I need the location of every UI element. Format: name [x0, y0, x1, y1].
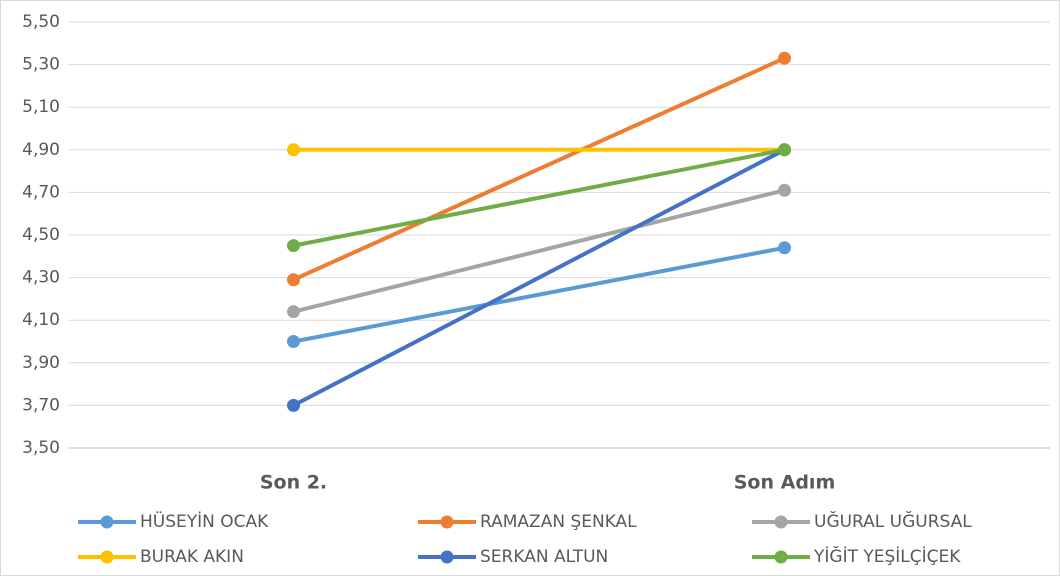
legend-label: HÜSEYİN OCAK: [140, 510, 269, 532]
legend-marker: [774, 550, 788, 564]
legend-marker: [774, 515, 788, 529]
y-tick-label: 3,90: [22, 353, 60, 373]
legend-marker: [440, 550, 454, 564]
legend-label: UĞURAL UĞURSAL: [814, 510, 972, 532]
y-tick-label: 4,10: [22, 310, 60, 330]
data-point: [778, 143, 791, 157]
series-line: [293, 147, 785, 248]
legend-label: RAMAZAN ŞENKAL: [480, 512, 637, 532]
data-point: [287, 273, 300, 287]
series-line: [293, 245, 785, 344]
y-tick-label: 5,30: [22, 55, 60, 75]
series-line: [293, 188, 785, 314]
y-tick-label: 5,10: [22, 97, 60, 117]
legend-marker: [100, 550, 114, 564]
data-point: [287, 398, 300, 412]
series-line: [292, 56, 786, 282]
data-point: [287, 335, 300, 348]
legend-label: BURAK AKIN: [140, 547, 244, 567]
data-point: [287, 305, 300, 319]
y-tick-label: 4,70: [22, 182, 60, 202]
legend-marker: [440, 515, 454, 529]
x-tick-label: Son 2.: [260, 472, 327, 494]
data-point: [778, 183, 791, 197]
y-tick-label: 3,70: [22, 395, 60, 415]
series-line: [292, 148, 786, 408]
y-tick-label: 3,50: [22, 438, 60, 458]
data-point: [287, 239, 300, 253]
x-tick-label: Son Adım: [734, 472, 836, 494]
data-point: [778, 51, 791, 65]
y-tick-label: 5,50: [22, 12, 60, 32]
data-point: [287, 143, 300, 157]
y-tick-label: 4,30: [22, 268, 60, 288]
data-point: [778, 241, 791, 255]
legend-marker: [100, 515, 114, 529]
y-tick-label: 4,90: [22, 140, 60, 160]
legend-label: YİĞİT YEŞİLÇİÇEK: [813, 545, 961, 567]
legend-label: SERKAN ALTUN: [480, 547, 608, 567]
y-tick-label: 4,50: [22, 225, 60, 245]
